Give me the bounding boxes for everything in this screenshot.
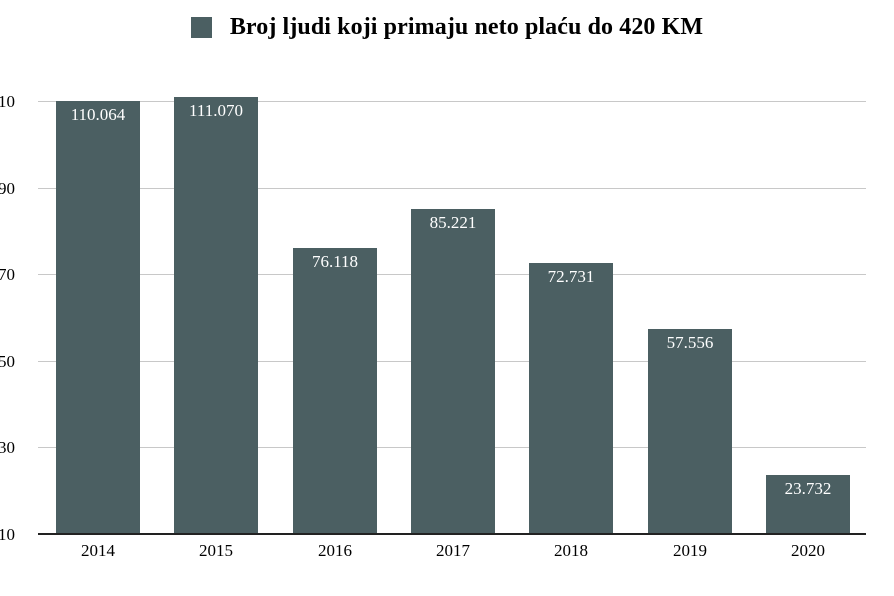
x-tick-label: 2020 [791,541,825,560]
bar-2018: 72.731 [529,263,613,534]
gridline [38,188,866,189]
bar-2020: 23.732 [766,475,850,534]
bar-value-label: 111.070 [189,101,243,120]
bar-2019: 57.556 [648,329,732,534]
bar-2016: 76.118 [293,248,377,534]
bar-value-label: 72.731 [547,267,595,286]
gridline [38,101,866,102]
bar-value-label: 76.118 [311,252,359,271]
legend-label: Broj ljudi koji primaju neto plaću do 42… [229,13,704,40]
bar-value-label: 57.556 [666,333,714,352]
bar-2015: 111.070 [174,97,258,534]
x-tick-label: 2015 [199,541,233,560]
x-tick-label: 2019 [673,541,707,560]
y-tick-label: 70 [0,265,15,284]
chart-legend: Broj ljudi koji primaju neto plaću do 42… [0,12,894,42]
x-tick-label: 2017 [436,541,470,560]
bar-value-label: 110.064 [70,105,126,124]
y-tick-label: 90 [0,179,15,198]
bar-value-label: 23.732 [784,479,832,498]
y-tick-label: 10 [0,525,15,544]
x-tick-label: 2016 [318,541,352,560]
bar-2017: 85.221 [411,209,495,534]
bar-2014: 110.064 [56,101,140,534]
x-tick-label: 2014 [81,541,115,560]
x-axis-line [38,533,866,535]
bar-value-label: 85.221 [429,213,477,232]
y-tick-label: 50 [0,352,15,371]
x-tick-label: 2018 [554,541,588,560]
legend-swatch [190,16,212,38]
y-tick-label: 30 [0,438,15,457]
y-tick-label: 10 [0,92,15,111]
